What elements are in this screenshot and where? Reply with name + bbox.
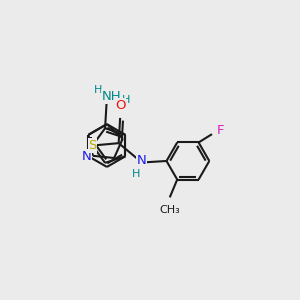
Text: F: F [217,124,224,137]
Text: N: N [136,154,146,167]
Text: S: S [88,139,97,152]
Text: H: H [122,95,131,105]
Text: O: O [115,99,125,112]
Text: CH₃: CH₃ [159,205,180,215]
Text: NH: NH [102,90,122,103]
Text: H: H [132,169,141,179]
Text: H: H [94,85,102,94]
Text: N: N [82,150,92,163]
